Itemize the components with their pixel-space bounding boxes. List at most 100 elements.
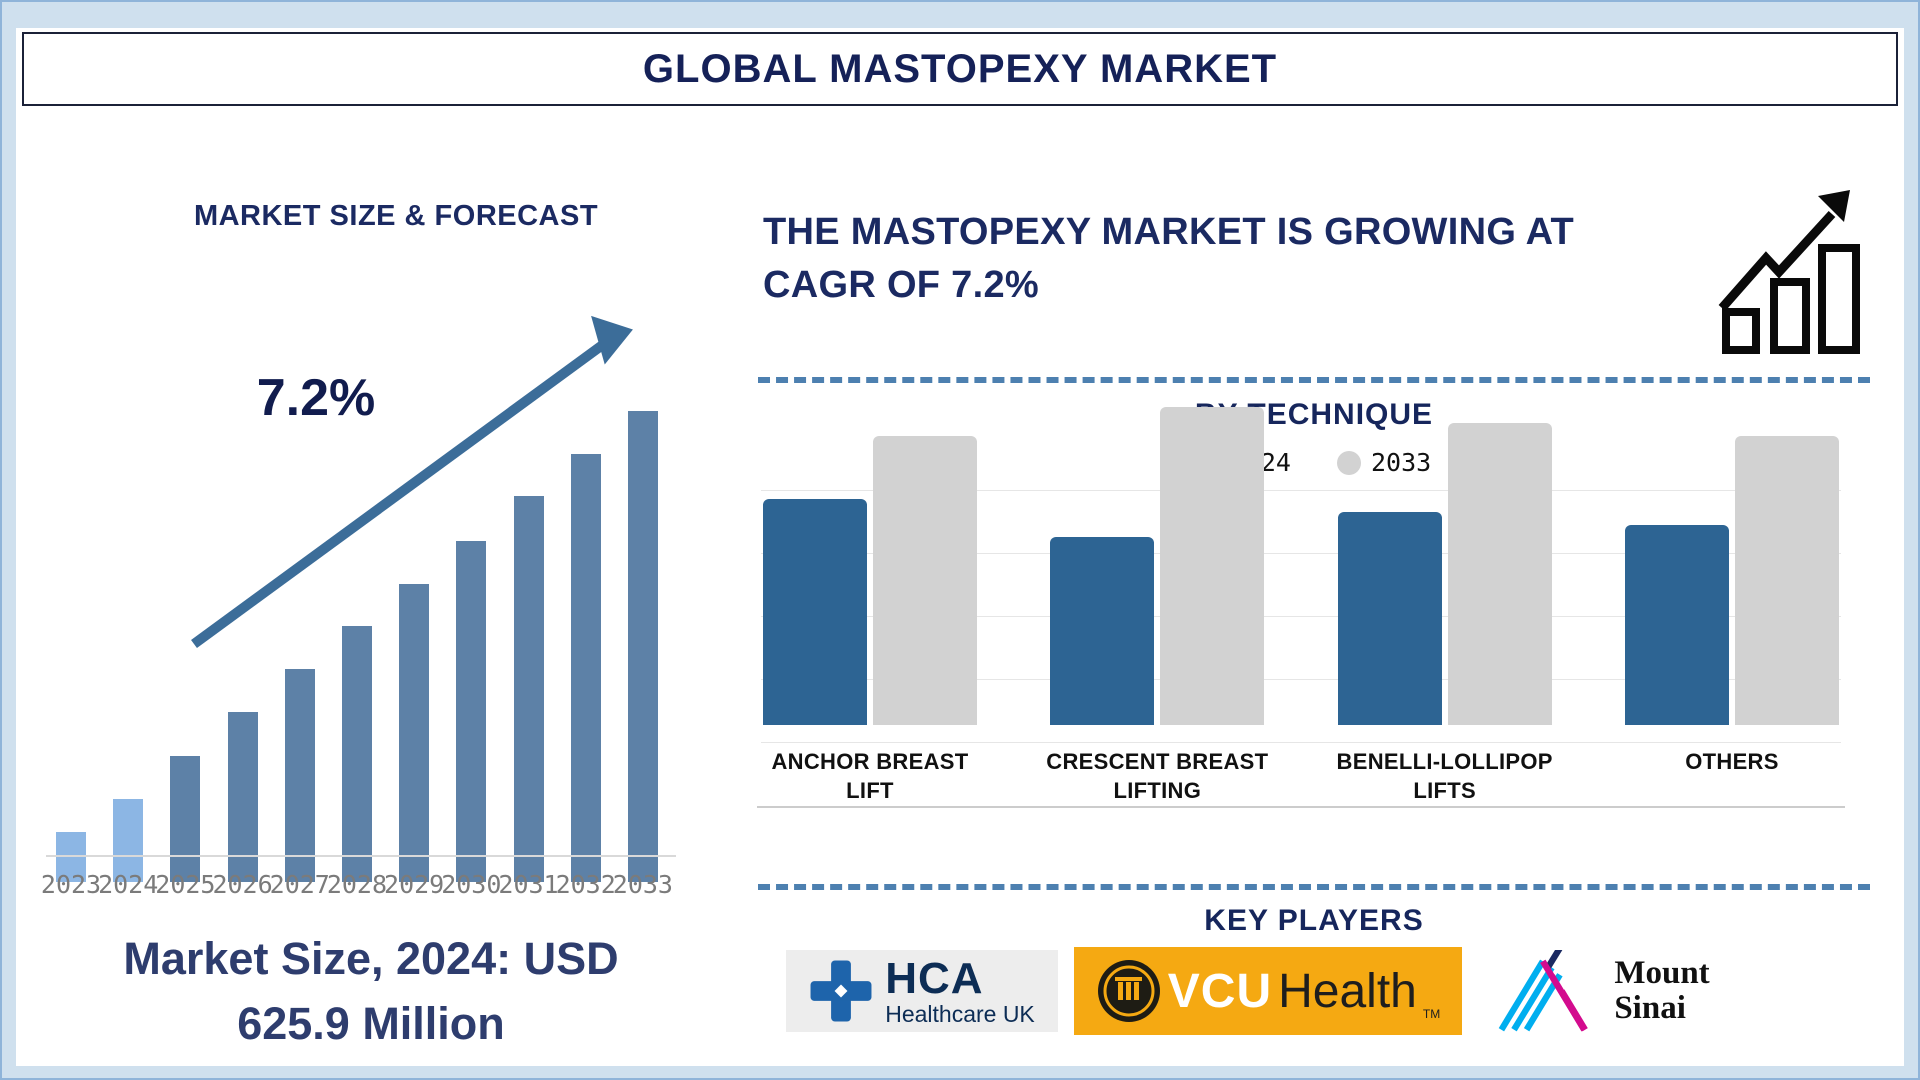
gridline [761, 742, 1841, 743]
logo-vcu-health: VCU Health TM [1074, 947, 1462, 1035]
forecast-bar-column-2025 [170, 756, 201, 882]
market-size-caption-line2: 625.9 Million [237, 998, 505, 1050]
forecast-axis-label-2029: 2029 [384, 870, 445, 899]
forecast-bar-2027 [284, 669, 315, 882]
gridline [761, 553, 1841, 554]
technique-chart-groups: ANCHOR BREAST LIFT CRESCENT BREAST LIFTING B… [761, 406, 1841, 806]
logo-hca-healthcare-uk: HCA Healthcare UK [786, 950, 1058, 1032]
forecast-bar-column-2029 [399, 584, 430, 882]
technique-category-label-line: LIFTING [1113, 778, 1202, 804]
forecast-bar-column-2024 [113, 799, 144, 882]
technique-group-bars [761, 407, 979, 725]
page-title-banner: GLOBAL MASTOPEXY MARKET [22, 32, 1898, 106]
technique-category-label: CRESCENT BREAST LIFTING [1046, 747, 1268, 806]
gridline [761, 616, 1841, 617]
page-sheet: GLOBAL MASTOPEXY MARKET MARKET SIZE & FO… [16, 28, 1904, 1066]
vcu-logo-text-bottom: Health [1278, 964, 1417, 1018]
legend-item-2033: 2033 [1337, 448, 1431, 477]
vcu-trademark: TM [1422, 1007, 1441, 1021]
forecast-axis-labels: 2023 2024 2025 2026 2027 2028 2029 2030 2031 2032… [40, 870, 673, 899]
forecast-bar-column-2032 [570, 454, 601, 882]
legend-dot-2033-icon [1337, 450, 1361, 475]
forecast-bar-column-2023 [56, 832, 86, 882]
forecast-chart-bars [56, 382, 658, 882]
forecast-axis-label-2025: 2025 [155, 870, 216, 899]
technique-bar-2024 [1050, 536, 1155, 725]
gridline [761, 490, 1841, 491]
technique-bar-2024 [1624, 524, 1729, 725]
legend-label-2033: 2033 [1371, 448, 1432, 477]
mount-sinai-logo-text: Mount Sinai [1614, 956, 1709, 1025]
dashed-divider-top [758, 377, 1870, 383]
technique-bar-2033 [1447, 422, 1552, 725]
forecast-bar-column-2030 [456, 541, 487, 882]
technique-group-bars [1623, 407, 1841, 725]
forecast-bar-2029 [399, 584, 430, 882]
forecast-axis-label-2028: 2028 [326, 870, 388, 899]
technique-group-3: OTHERS [1623, 407, 1841, 806]
mount-sinai-stripes-icon [1499, 950, 1589, 1032]
cagr-headline-line2: CAGR OF 7.2% [763, 264, 1039, 307]
cagr-growth-label: 7.2% [256, 369, 376, 427]
vcu-logo-text-top: VCU [1167, 964, 1273, 1018]
hca-logo-text: HCA Healthcare UK [885, 953, 1035, 1026]
forecast-axis-label-2031: 2031 [498, 870, 559, 899]
forecast-axis-label-2027: 2027 [269, 870, 330, 899]
forecast-bar-2025 [170, 756, 201, 882]
technique-category-label-line: BENELLI-LOLLIPOP [1336, 748, 1553, 774]
market-size-caption: Market Size, 2024: USD 625.9 Million [46, 926, 696, 1057]
technique-category-label-line: LIFTS [1413, 778, 1476, 804]
sinai-logo-text-bottom: Sinai [1614, 990, 1686, 1026]
technique-category-label: OTHERS [1685, 747, 1778, 777]
forecast-bar-2028 [341, 626, 372, 882]
key-players-logos: HCA Healthcare UK VCU Health TM [786, 946, 1846, 1036]
technique-group-2: BENELLI-LOLLIPOP LIFTS [1336, 407, 1554, 806]
technique-group-0: ANCHOR BREAST LIFT [761, 407, 979, 806]
cagr-headline: THE MASTOPEXY MARKET IS GROWING AT CAGR … [763, 206, 1703, 312]
technique-bar-2033 [873, 435, 977, 725]
page-title: GLOBAL MASTOPEXY MARKET [642, 46, 1278, 91]
technique-category-label: BENELLI-LOLLIPOP LIFTS [1337, 747, 1553, 806]
vcu-seal-icon [1097, 960, 1160, 1022]
forecast-axis-label-2032: 2032 [555, 870, 616, 899]
forecast-bar-2033 [627, 411, 658, 882]
forecast-bar-column-2031 [513, 496, 544, 882]
forecast-axis-label-2024: 2024 [98, 870, 159, 899]
forecast-bar-2026 [227, 712, 258, 882]
forecast-bar-2032 [570, 454, 601, 882]
forecast-bar-column-2027 [284, 669, 315, 882]
technique-category-label: ANCHOR BREAST LIFT [771, 747, 968, 806]
technique-group-bars [1048, 406, 1266, 725]
forecast-axis-label-2023: 2023 [40, 870, 102, 899]
forecast-bar-2031 [513, 496, 544, 882]
technique-chart-plot: ANCHOR BREAST LIFT CRESCENT BREAST LIFTING B… [757, 406, 1845, 808]
forecast-axis-label-2033: 2033 [612, 870, 673, 899]
forecast-axis-line [46, 855, 676, 857]
growth-trend-arrow-icon [191, 315, 633, 649]
dashed-divider-bottom [758, 884, 1870, 890]
forecast-bar-2030 [456, 541, 487, 882]
technique-bar-2024 [763, 498, 867, 725]
technique-category-label-line: LIFT [846, 778, 894, 804]
key-players-title: KEY PLAYERS [1204, 904, 1424, 937]
forecast-axis-label-2030: 2030 [441, 870, 502, 899]
logo-mount-sinai: Mount Sinai [1478, 946, 1728, 1036]
forecast-bar-column-2026 [227, 712, 258, 882]
technique-category-label-line: ANCHOR BREAST [771, 748, 969, 774]
technique-bar-2024 [1337, 511, 1442, 725]
technique-axis-line [757, 806, 1845, 808]
sinai-logo-text-top: Mount [1614, 955, 1710, 992]
forecast-bar-column-2033 [627, 411, 658, 882]
hca-cross-icon [810, 960, 872, 1022]
technique-bar-2033 [1734, 435, 1839, 725]
bar-chart-growth-icon [1718, 190, 1860, 354]
cagr-headline-line1: THE MASTOPEXY MARKET IS GROWING AT [763, 211, 1575, 253]
forecast-bar-2023 [56, 832, 86, 882]
gridline [761, 679, 1841, 680]
forecast-section-title: MARKET SIZE & FORECAST [193, 200, 599, 232]
market-size-caption-line1: Market Size, 2024: USD [123, 933, 619, 984]
hca-logo-text-top: HCA [885, 953, 984, 1003]
technique-group-1: CRESCENT BREAST LIFTING [1046, 406, 1268, 806]
technique-category-label-line: OTHERS [1685, 748, 1779, 774]
